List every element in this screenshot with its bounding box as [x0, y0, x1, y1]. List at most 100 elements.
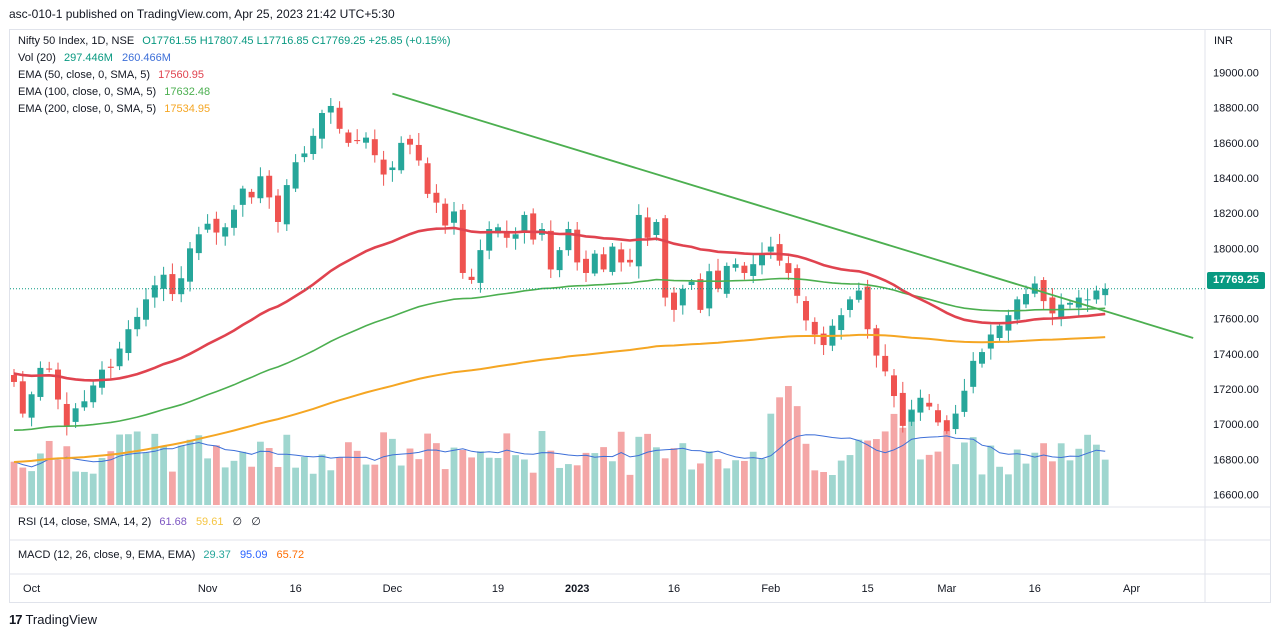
volume-bar — [380, 432, 387, 505]
candle-body — [600, 254, 607, 270]
volume-bar — [292, 467, 299, 505]
volume-bar — [397, 465, 405, 505]
volume-bar — [600, 447, 607, 505]
candle-body — [204, 223, 211, 230]
candle-body — [767, 246, 774, 252]
volume-bar — [406, 448, 414, 505]
candle-body — [908, 410, 915, 422]
trendline — [392, 92, 1194, 339]
candle-body — [125, 329, 132, 354]
candle-body — [451, 211, 457, 223]
volume-bar — [433, 443, 440, 505]
y-tick-label: 18200.00 — [1213, 208, 1259, 220]
volume-bar — [547, 450, 555, 505]
volume-bar — [688, 469, 695, 505]
volume-bar — [151, 433, 159, 505]
volume-bar — [1005, 474, 1012, 505]
legend-volume-value: 297.446M — [63, 52, 113, 64]
legend-symbol[interactable]: Nifty 50 Index, 1D, NSE O17761.55 H17807… — [18, 35, 457, 47]
legend-ema50-label: EMA (50, close, 0, SMA, 5) — [18, 69, 151, 81]
volume-bar — [107, 451, 115, 505]
volume-bar — [1031, 452, 1039, 505]
candle-body — [618, 249, 625, 263]
legend-volume[interactable]: Vol (20) 297.446M 260.466M — [18, 52, 177, 64]
candle-body — [1031, 283, 1038, 294]
legend-rsi[interactable]: RSI (14, close, SMA, 14, 2) 61.68 59.61 … — [18, 515, 267, 528]
volume-bar — [864, 440, 871, 505]
candle-body — [591, 253, 598, 274]
legend-ema200[interactable]: EMA (200, close, 0, SMA, 5) 17534.95 — [18, 103, 216, 115]
y-tick-label: 17000.00 — [1213, 419, 1259, 431]
candle-body — [169, 274, 176, 295]
volume-bar — [221, 467, 229, 505]
chart-frame[interactable] — [9, 29, 1271, 603]
candle-body — [151, 285, 158, 298]
candle-body — [609, 246, 616, 272]
legend-rsi-band-lower: ∅ — [251, 516, 261, 528]
volume-bar — [776, 397, 783, 505]
candle-body — [943, 420, 950, 432]
volume-bar — [204, 458, 211, 505]
candle-body — [327, 105, 334, 113]
volume-bar — [644, 433, 651, 505]
volume-bar — [265, 448, 273, 505]
volume-bar — [72, 471, 79, 505]
candle-body — [811, 321, 818, 335]
candle-body — [380, 159, 387, 175]
candle-body — [116, 348, 123, 367]
volume-bar — [186, 439, 194, 505]
volume-bar — [565, 464, 572, 505]
candle-body — [785, 263, 792, 273]
y-tick-label: 17200.00 — [1213, 384, 1259, 396]
candle-body — [292, 162, 299, 189]
candle-body — [794, 268, 801, 296]
volume-bar — [670, 448, 678, 505]
candle-body — [283, 185, 290, 225]
volume-bar — [741, 460, 748, 505]
volume-bar — [353, 450, 361, 505]
candle-body — [979, 352, 985, 364]
volume-bar — [855, 439, 863, 505]
tradingview-brand: TradingView — [25, 612, 98, 627]
legend-ema200-value: 17534.95 — [164, 103, 211, 115]
legend-ema50[interactable]: EMA (50, close, 0, SMA, 5) 17560.95 — [18, 69, 210, 81]
candle-body — [99, 369, 105, 388]
candle-body — [961, 390, 968, 412]
y-tick-label: 18400.00 — [1213, 173, 1259, 185]
candle-body — [512, 234, 519, 239]
candle-body — [143, 299, 149, 320]
volume-bar — [98, 458, 106, 505]
x-tick-label: Dec — [383, 583, 403, 595]
volume-bar — [846, 455, 854, 505]
volume-bar — [327, 470, 335, 505]
volume-bar — [705, 451, 713, 505]
candle-body — [55, 369, 61, 400]
legend-ema100-value: 17632.48 — [164, 86, 211, 98]
volume-bar — [617, 431, 625, 505]
candle-body — [354, 140, 361, 142]
candle-body — [891, 375, 897, 397]
volume-bar — [820, 471, 827, 505]
candle-body — [213, 218, 220, 233]
volume-bar — [28, 471, 35, 505]
volume-bar — [37, 453, 44, 505]
legend-macd-signal-value: 65.72 — [276, 549, 305, 561]
y-tick-label: 19000.00 — [1213, 68, 1259, 80]
legend-macd[interactable]: MACD (12, 26, close, 9, EMA, EMA) 29.37 … — [18, 549, 310, 561]
candle-body — [222, 227, 229, 237]
candle-body — [310, 135, 317, 155]
candle-body — [160, 274, 167, 289]
x-tick-label: 16 — [289, 583, 301, 595]
volume-bar — [195, 435, 203, 505]
volume-bar — [697, 463, 704, 505]
volume-bar — [336, 457, 343, 505]
legend-ema100[interactable]: EMA (100, close, 0, SMA, 5) 17632.48 — [18, 86, 216, 98]
candle-body — [1049, 297, 1056, 314]
legend-ema200-label: EMA (200, close, 0, SMA, 5) — [18, 103, 157, 115]
y-tick-label: 16800.00 — [1213, 454, 1259, 466]
volume-bar — [81, 471, 88, 505]
tradingview-logo[interactable]: 17 TradingView — [9, 612, 97, 627]
candle-body — [547, 230, 554, 270]
candle-body — [248, 191, 255, 198]
